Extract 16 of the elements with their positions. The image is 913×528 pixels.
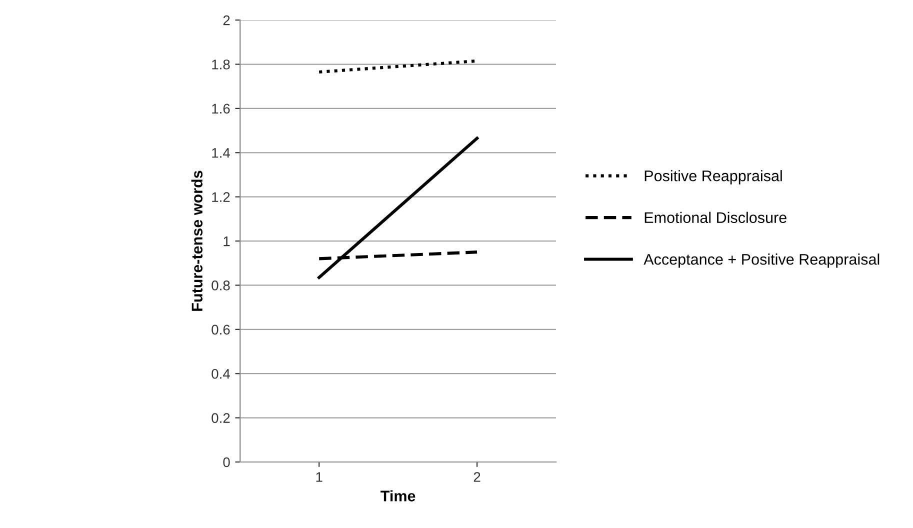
y-tick-label: 0 <box>223 457 230 468</box>
y-tick-label: 0.2 <box>212 413 230 423</box>
y-axis-title: Future-tense words <box>191 170 203 311</box>
y-tick-label: 2 <box>223 15 230 26</box>
y-tick-label: 1.8 <box>212 60 230 70</box>
legend-label: Acceptance + Positive Reappraisal <box>644 254 880 268</box>
y-tick-label: 1.2 <box>212 192 230 202</box>
legend-label: Positive Reappraisal <box>644 170 782 184</box>
y-tick-label: 1.6 <box>212 104 230 114</box>
y-tick-label: 1 <box>224 236 230 246</box>
y-tick-label: 0.6 <box>212 324 230 335</box>
y-tick-label: 0.8 <box>212 280 230 290</box>
y-tick-label: 0.4 <box>212 368 230 379</box>
y-tick-label: 1.4 <box>212 148 230 158</box>
x-axis-title: Time <box>380 490 416 502</box>
legend-label: Emotional Disclosure <box>644 212 786 224</box>
